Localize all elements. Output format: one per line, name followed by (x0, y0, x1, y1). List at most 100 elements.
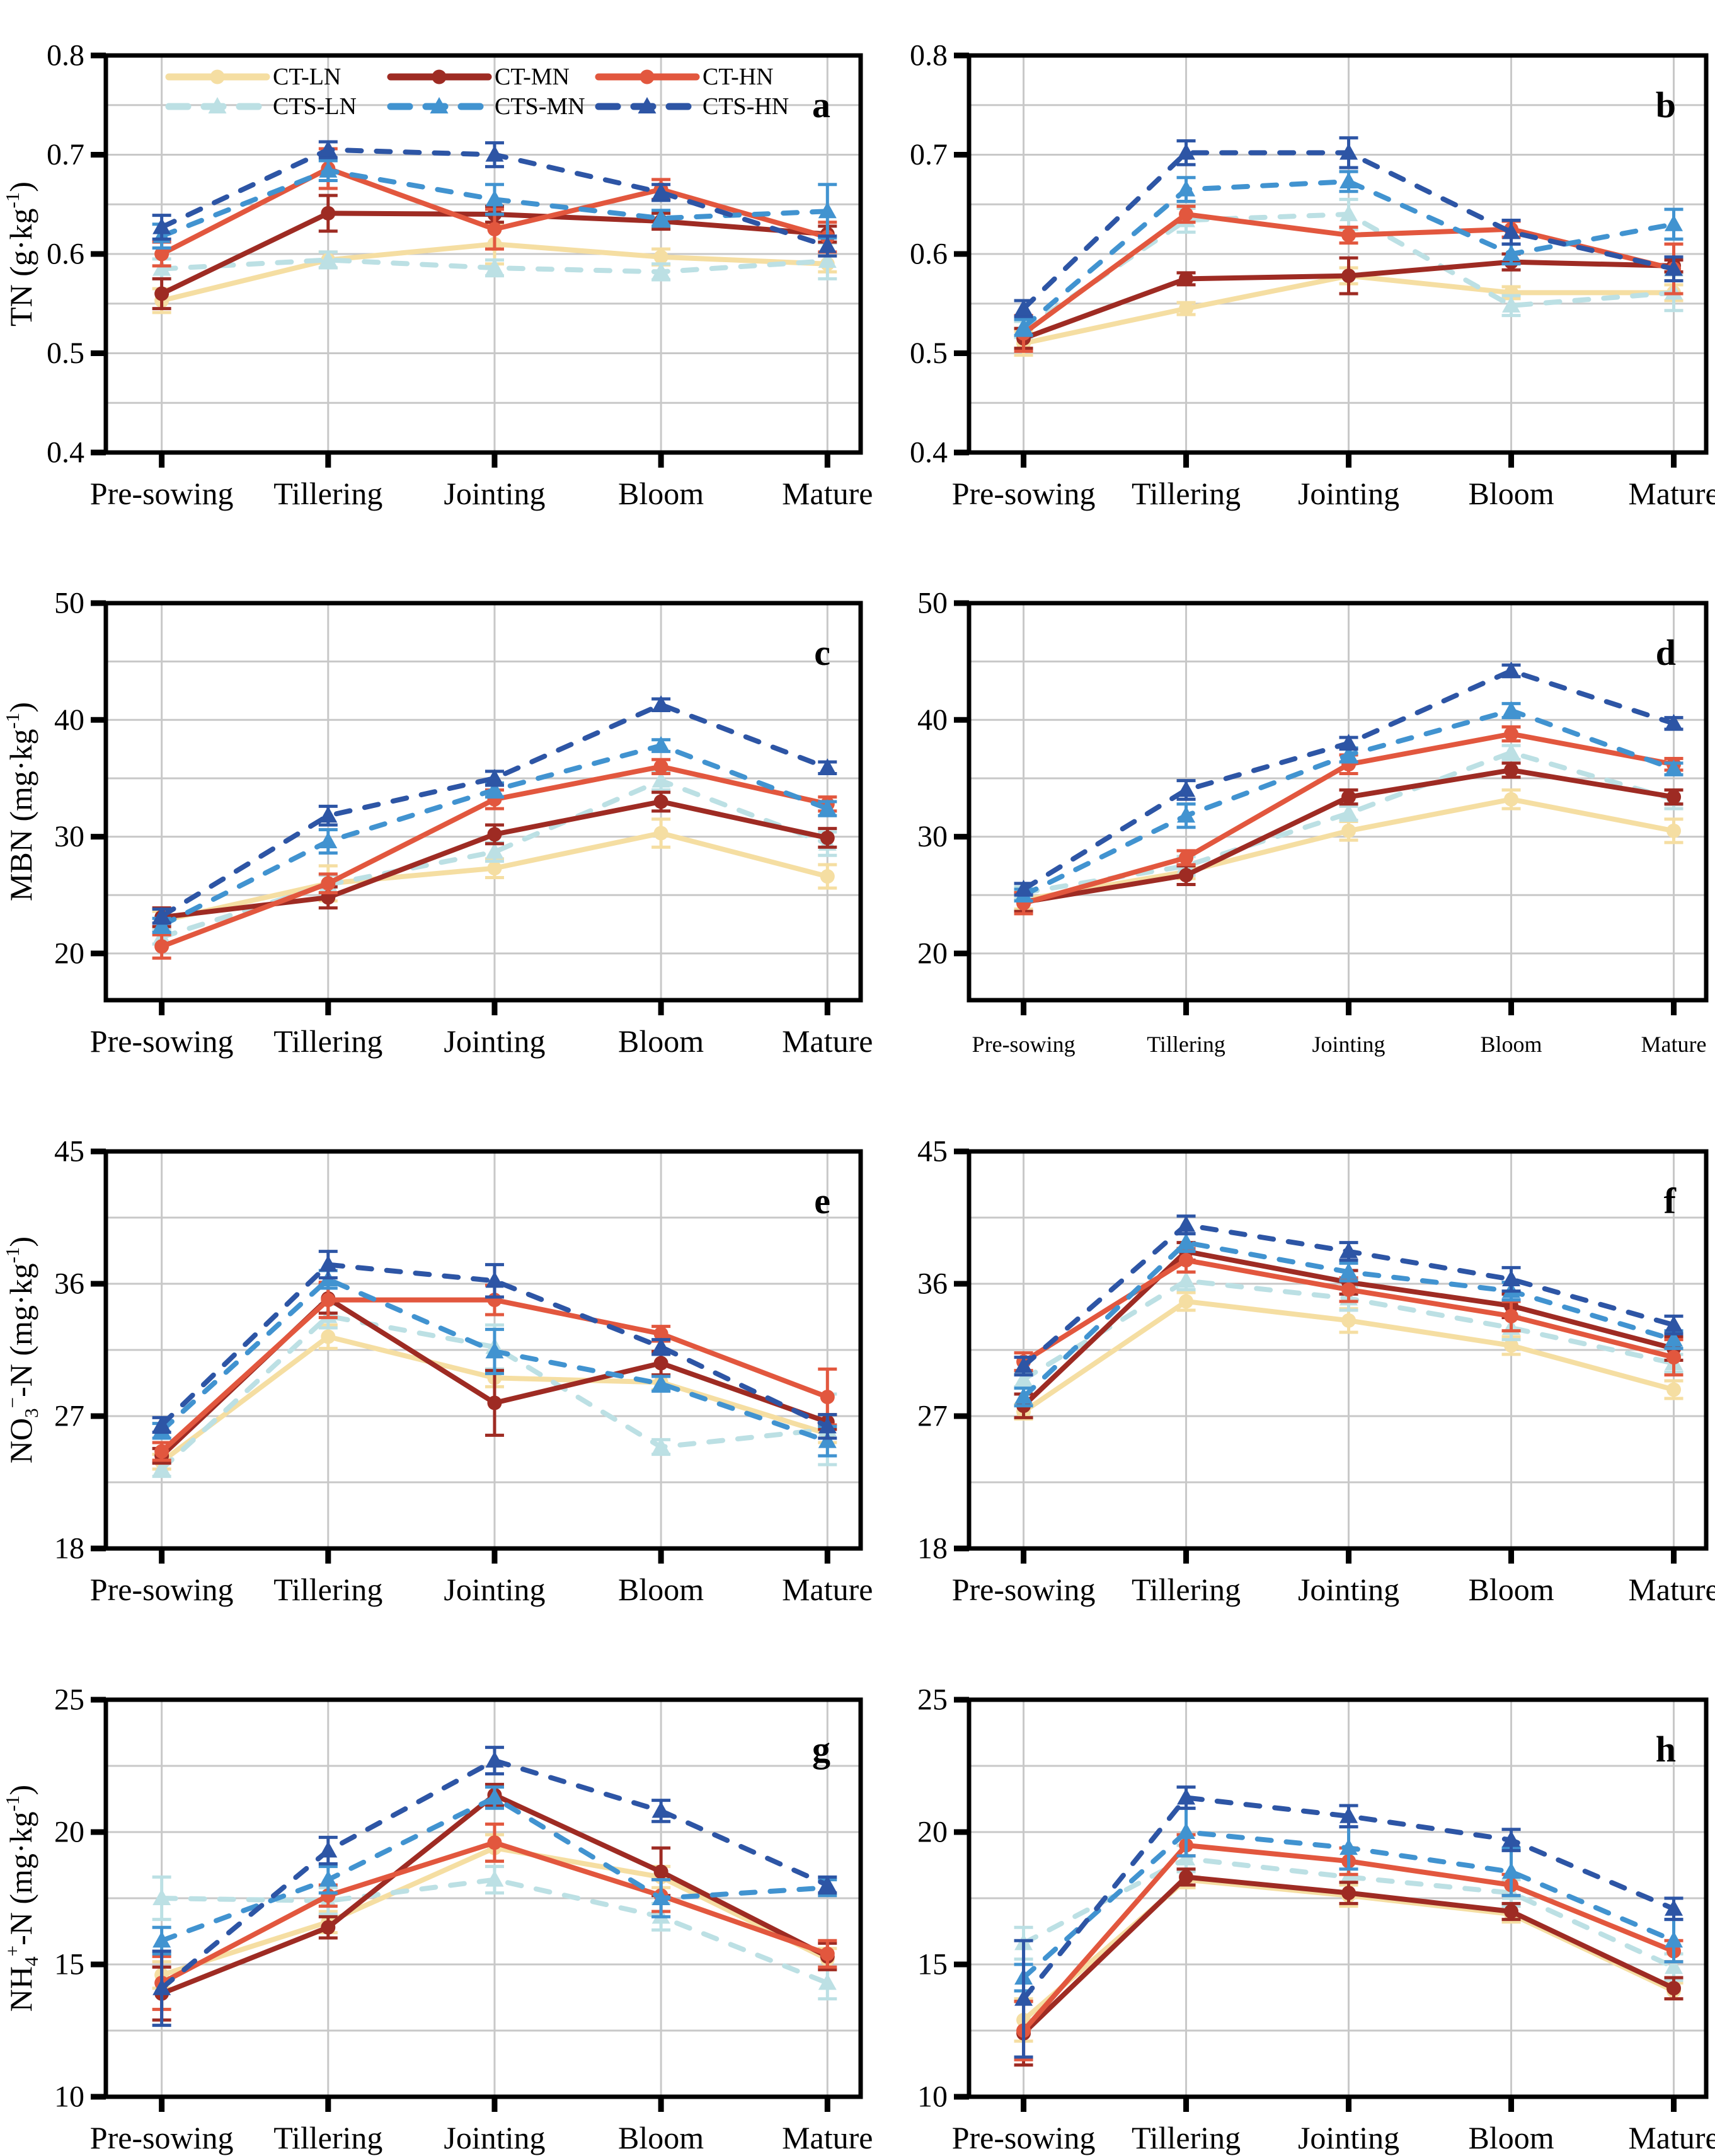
series-CTS-MN-marker (319, 161, 338, 178)
series-CT-HN-marker (1666, 1350, 1682, 1365)
series-CTS-MN-marker (1665, 759, 1683, 776)
legend-label-CTS-LN: CTS-LN (273, 93, 357, 120)
x-tick-label: Pre-sowing (972, 1032, 1075, 1057)
panel-g-x-axis: Pre-sowing Tillering Jointing Bloom Mature (90, 2097, 873, 2155)
panel-b-grid (969, 55, 1706, 453)
series-CT-MN-marker (1666, 790, 1682, 805)
x-tick-label: Tillering (273, 2120, 382, 2155)
series-CTS-MN-marker (319, 832, 338, 848)
y-tick-label: 40 (917, 703, 948, 737)
x-tick-label: Tillering (273, 1572, 382, 1607)
x-tick-label: Pre-sowing (90, 476, 234, 511)
series-CTS-MN-marker (1339, 745, 1358, 762)
series-CT-HN-marker (154, 246, 169, 262)
series-CT-HN-marker (820, 1946, 835, 1961)
series-CTS-LN-marker (818, 1973, 837, 1990)
y-tick-label: 50 (917, 587, 948, 620)
series-CTS-HN-marker (1665, 713, 1683, 730)
plot-border (966, 601, 1709, 1003)
plot-border (103, 1149, 863, 1551)
x-tick-label: Jointing (1298, 476, 1399, 511)
y-tick-label: 50 (54, 587, 84, 620)
y-axis-title: NO3−-N (mg·kg-1) (1, 1237, 42, 1463)
panel-c-y-axis: 20 30 40 50 (54, 587, 106, 970)
series-CT-HN-marker (653, 1326, 668, 1341)
series-CT-MN-marker (1179, 271, 1194, 286)
series-CTS-LN-marker (1502, 743, 1521, 760)
series-CTS-MN-marker (1502, 245, 1521, 261)
y-tick-label: 20 (917, 1816, 948, 1849)
series-CTS-HN (1014, 1214, 1683, 1377)
series-CTS-HN-marker (319, 1841, 338, 1858)
y-tick-label: 18 (917, 1532, 948, 1565)
panel-d-x-axis: Pre-sowing Tillering Jointing Bloom Mature (972, 1000, 1707, 1057)
series-CTS-HN-marker (1177, 1788, 1196, 1805)
panel-f-y-axis: 18 27 36 45 (917, 1135, 969, 1565)
series-CT-MN-marker (1666, 1981, 1682, 1996)
series-CTS-LN-marker (152, 259, 171, 276)
series-CTS-HN-marker (818, 1876, 837, 1892)
x-tick-label: Bloom (1481, 1032, 1542, 1057)
y-tick-label: 0.4 (47, 436, 84, 470)
series-CTS-MN-marker (485, 190, 504, 207)
series-CTS-MN-marker (1665, 1931, 1683, 1948)
series-CTS-LN-marker (485, 258, 504, 275)
series-CTS-MN-marker (651, 209, 670, 226)
series-CTS-LN-marker (1177, 1271, 1196, 1288)
series-CT-MN-marker (1504, 763, 1519, 778)
x-tick-label: Jointing (444, 1572, 545, 1607)
series-CT-LN-marker (1504, 792, 1519, 807)
x-tick-label: Pre-sowing (952, 2120, 1096, 2155)
y-axis-title: NH4+-N (mg·kg-1) (1, 1785, 42, 2012)
series-CT-HN-marker (1179, 1253, 1194, 1268)
series-CTS-HN-marker (651, 1801, 670, 1818)
y-tick-label: 15 (917, 1948, 948, 1981)
y-tick-label: 45 (917, 1135, 948, 1168)
x-tick-label: Pre-sowing (952, 1572, 1096, 1607)
x-tick-label: Bloom (618, 2120, 704, 2155)
series-CTS-MN-marker (1014, 1387, 1033, 1404)
series-CTS-LN-marker (1665, 1957, 1683, 1974)
x-tick-label: Tillering (1147, 1032, 1225, 1057)
series-CT-HN-marker (321, 876, 336, 891)
panel-h: 10 15 20 25 Pre-sowing Tillering Jointing Bloom… (917, 1683, 1715, 2156)
panel-a: 0.4 0.5 0.6 0.7 0.8 Pre-sowing Tillering Jointi… (1, 39, 873, 512)
legend-label-CTS-MN: CTS-MN (495, 93, 585, 120)
series-CT-MN-marker (154, 286, 169, 301)
y-tick-label: 27 (917, 1400, 948, 1433)
series-CTS-HN-line (159, 702, 830, 919)
series-CTS-MN-marker (651, 1889, 670, 1905)
series-CTS-HN-marker (485, 1271, 504, 1288)
series-CTS-HN-marker (152, 906, 171, 923)
y-tick-label: 36 (54, 1267, 84, 1301)
series-CT-LN-marker (321, 1329, 336, 1344)
x-tick-label: Mature (1628, 2120, 1715, 2155)
x-tick-label: Jointing (1298, 1572, 1399, 1607)
series-CT-HN-marker (1504, 727, 1519, 742)
series-CTS-HN-marker (818, 1417, 837, 1434)
series-CTS-HN (152, 1746, 837, 2027)
series-CTS-MN-marker (1665, 214, 1683, 231)
series-CTS-HN-marker (1014, 299, 1033, 316)
y-tick-label: 0.5 (910, 337, 948, 370)
panel-a-x-axis: Pre-sowing Tillering Jointing Bloom Mature (90, 453, 873, 511)
x-tick-label: Pre-sowing (90, 1023, 234, 1059)
series-CTS-MN-marker (1665, 1330, 1683, 1347)
series-CTS-LN-marker (818, 251, 837, 268)
series-CTS-HN-marker (818, 758, 837, 775)
x-tick-label: Bloom (1468, 1572, 1554, 1607)
series-CT-HN-marker (1341, 228, 1357, 243)
series-CT-HN-marker (154, 939, 169, 954)
y-tick-label: 0.8 (47, 39, 84, 72)
x-tick-label: Tillering (1132, 1572, 1241, 1607)
series-CTS-LN-marker (485, 1870, 504, 1887)
series-CT-LN-marker (1666, 1382, 1682, 1397)
series-CT-LN-marker (1179, 1294, 1194, 1309)
series-CT-MN-marker (820, 830, 835, 845)
y-tick-label: 20 (54, 937, 84, 970)
panel-e-y-axis: 18 27 36 45 (54, 1135, 106, 1565)
y-tick-label: 36 (917, 1267, 948, 1301)
panel-letter: b (1656, 84, 1676, 125)
series-CTS-MN-marker (485, 780, 504, 797)
